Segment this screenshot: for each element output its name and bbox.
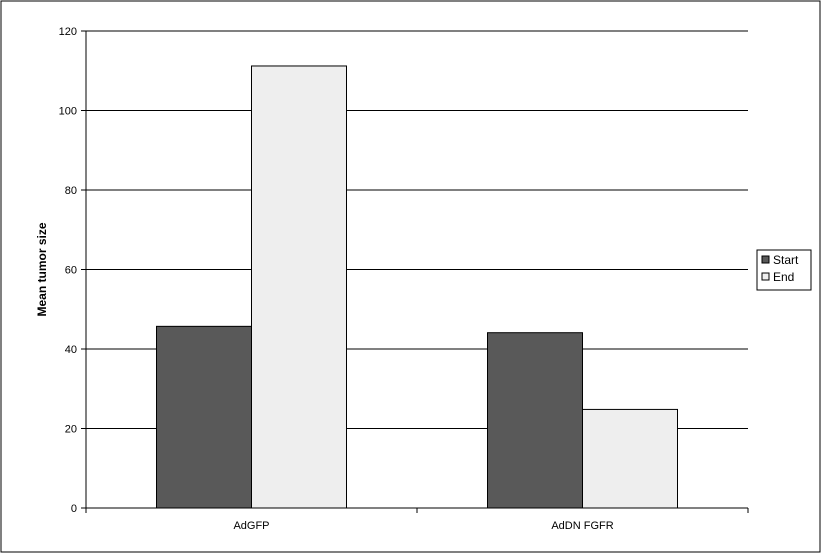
legend-swatch-end — [761, 272, 770, 281]
legend-label-start: Start — [773, 253, 799, 267]
bar-end-addn-fgfr — [582, 408, 678, 509]
legend: Start End — [756, 249, 812, 291]
y-tick-label: 60 — [65, 265, 77, 277]
y-tick-label: 100 — [59, 106, 77, 118]
bars — [156, 65, 678, 509]
x-tick-label: AdGFP — [233, 520, 269, 532]
axes — [81, 30, 749, 513]
y-tick-label: 120 — [59, 26, 77, 38]
legend-swatch-start — [761, 255, 770, 264]
tick-labels: 0 20 40 60 80 100 120 AdGFP AdDN FGFR — [59, 26, 614, 532]
bar-start-adgfp — [156, 325, 252, 509]
y-axis-label: Mean tumor size — [35, 222, 49, 316]
y-tick-label: 80 — [65, 185, 77, 197]
bar-end-adgfp — [251, 65, 347, 509]
x-tick-label: AdDN FGFR — [551, 520, 613, 532]
y-tick-label: 0 — [71, 503, 77, 515]
y-tick-label: 20 — [65, 424, 77, 436]
y-tick-label: 40 — [65, 344, 77, 356]
legend-label-end: End — [773, 270, 794, 284]
bar-start-addn-fgfr — [487, 332, 583, 509]
